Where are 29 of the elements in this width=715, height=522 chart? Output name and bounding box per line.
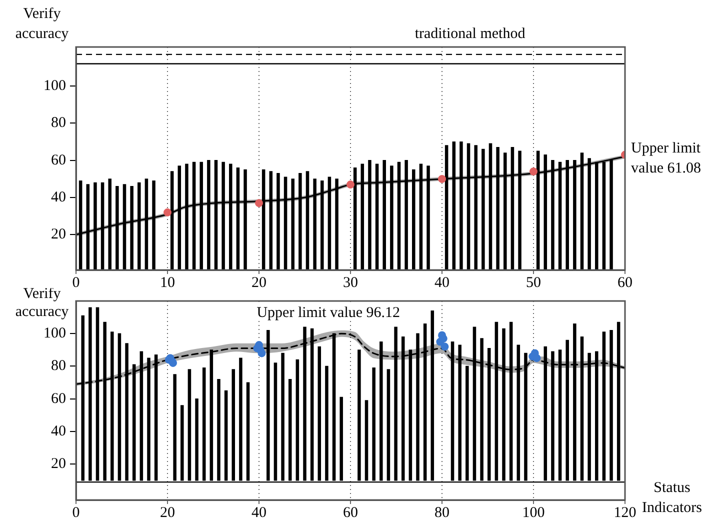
x-tick-label: 20: [160, 504, 175, 521]
x-tick-label: 60: [618, 274, 632, 291]
x-tick-label: 50: [526, 274, 541, 291]
x-tick-label: 0: [72, 274, 80, 291]
y-tick-label: 100: [44, 326, 66, 342]
x-tick-label: 100: [522, 504, 545, 521]
x-tick-label: 0: [72, 504, 80, 521]
chart-title: traditional method: [414, 26, 526, 42]
y-tick-label: 60: [51, 390, 66, 407]
x-tick-label: 60: [343, 504, 358, 521]
y-tick-label: 100: [44, 78, 66, 94]
x-tick-label: 20: [252, 274, 266, 291]
x-tick-label: 80: [434, 504, 450, 521]
y-tick-label: 60: [51, 152, 66, 168]
y-tick-label: 80: [51, 358, 66, 374]
x-tick-label: 40: [434, 274, 450, 291]
y-tick-label: 80: [51, 115, 66, 132]
text: Upper limit value 61.08: [631, 140, 702, 176]
y-tick-label: 20: [51, 226, 66, 243]
y-tick-label: 40: [51, 423, 66, 440]
y-tick-label: 20: [51, 456, 66, 472]
y-axis-title: Verify accuracy: [15, 6, 70, 42]
annotation: Upper limit value 96.12: [256, 305, 400, 321]
x-tick-label: 120: [614, 504, 636, 521]
x-axis-title: Status Indicators: [642, 480, 702, 516]
y-tick-label: 40: [51, 189, 66, 206]
x-tick-label: 10: [160, 274, 175, 291]
x-tick-label: 40: [252, 504, 266, 521]
x-tick-label: 30: [343, 274, 358, 291]
